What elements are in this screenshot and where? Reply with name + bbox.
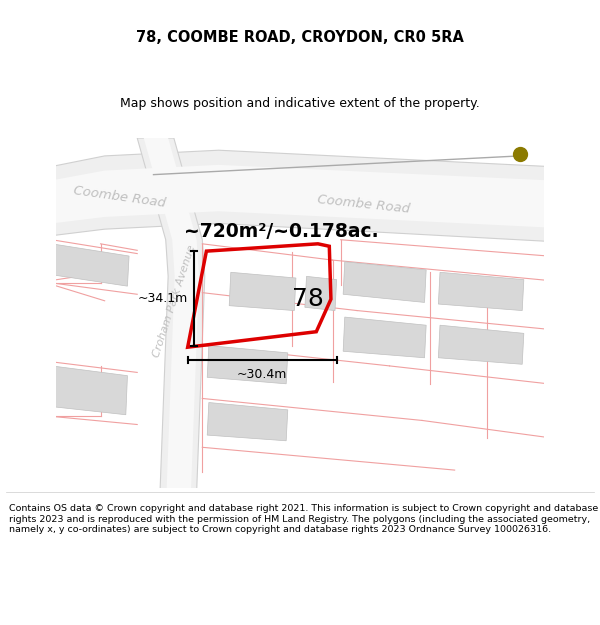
Text: Contains OS data © Crown copyright and database right 2021. This information is : Contains OS data © Crown copyright and d… <box>9 504 598 534</box>
Polygon shape <box>207 402 288 441</box>
Polygon shape <box>52 150 548 241</box>
Text: Coombe Road: Coombe Road <box>316 193 410 216</box>
Text: Coombe Road: Coombe Road <box>72 184 166 209</box>
Polygon shape <box>52 165 548 228</box>
Polygon shape <box>343 262 426 302</box>
Polygon shape <box>229 272 296 311</box>
Polygon shape <box>207 346 288 384</box>
Text: ~720m²/~0.178ac.: ~720m²/~0.178ac. <box>184 221 379 241</box>
Polygon shape <box>439 325 524 364</box>
Text: 78: 78 <box>292 287 324 311</box>
Polygon shape <box>439 272 524 311</box>
Polygon shape <box>52 366 127 415</box>
Polygon shape <box>343 317 426 357</box>
Polygon shape <box>305 276 337 311</box>
Polygon shape <box>52 244 129 286</box>
Text: Croham Park Avenue: Croham Park Avenue <box>151 243 197 358</box>
Polygon shape <box>144 138 199 492</box>
Text: ~30.4m: ~30.4m <box>237 368 287 381</box>
Polygon shape <box>137 138 205 492</box>
Text: ~34.1m: ~34.1m <box>137 292 188 305</box>
Text: 78, COOMBE ROAD, CROYDON, CR0 5RA: 78, COOMBE ROAD, CROYDON, CR0 5RA <box>136 31 464 46</box>
Text: Map shows position and indicative extent of the property.: Map shows position and indicative extent… <box>120 97 480 109</box>
